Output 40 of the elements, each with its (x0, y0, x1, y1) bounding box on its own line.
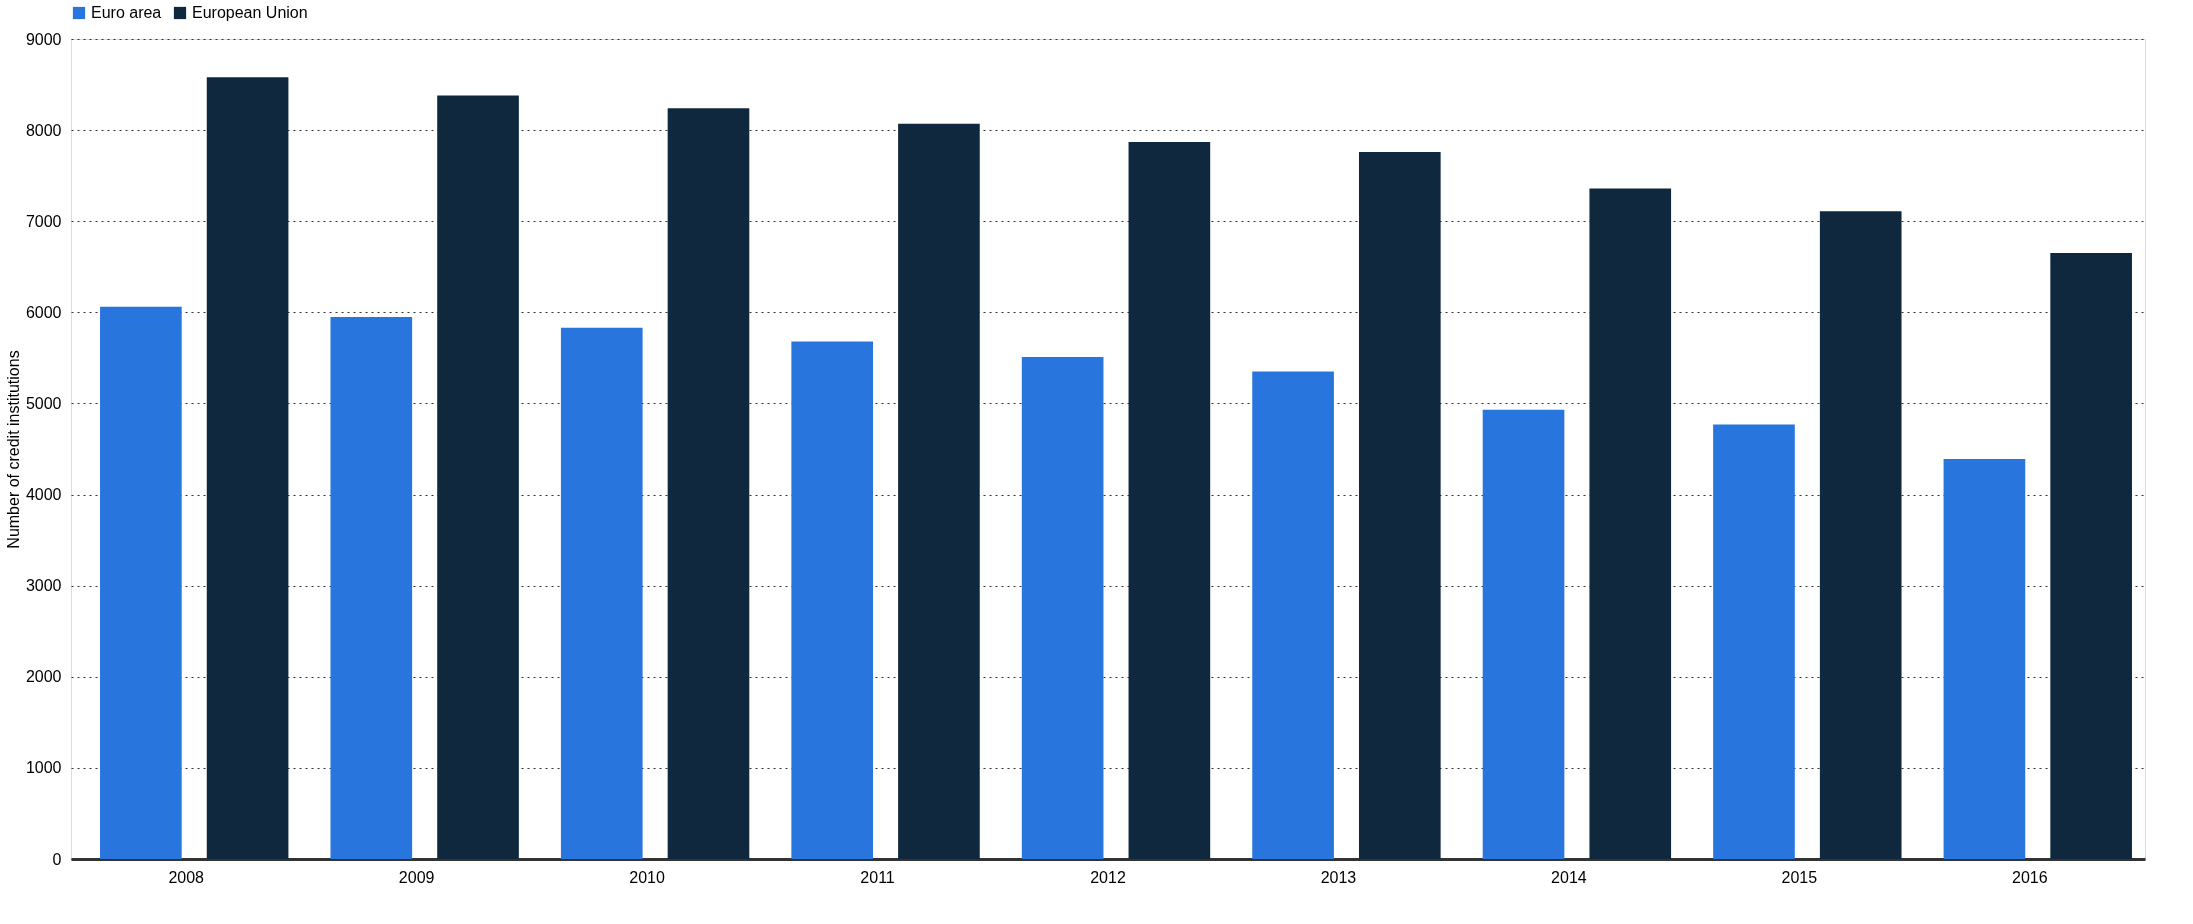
x-tick-label: 2013 (1320, 868, 1357, 886)
bar (206, 77, 289, 859)
y-tick-label: 4000 (25, 486, 62, 504)
y-tick-label: 8000 (25, 121, 62, 139)
y-tick-label: 1000 (25, 759, 62, 777)
bar (1589, 188, 1672, 859)
y-axis-title: Number of credit institutions (4, 350, 22, 549)
bar (1482, 409, 1565, 859)
x-tick-label: 2008 (168, 868, 205, 886)
bar (2050, 253, 2132, 859)
bar (1128, 141, 1211, 859)
bar (330, 316, 413, 859)
y-tick-label: 5000 (25, 394, 62, 412)
y-tick-label: 6000 (25, 303, 62, 321)
legend-label: European Union (192, 4, 308, 21)
y-tick-label: 9000 (25, 30, 62, 48)
bar (667, 108, 750, 859)
x-tick-label: 2011 (860, 868, 895, 886)
x-tick-label: 2009 (398, 868, 435, 886)
x-tick-label: 2015 (1781, 868, 1818, 886)
bar (1358, 151, 1441, 859)
bar (560, 327, 643, 859)
bar (898, 123, 980, 859)
bar (437, 95, 519, 859)
x-tick-label: 2016 (2011, 868, 2048, 886)
x-tick-label: 2014 (1551, 868, 1587, 886)
bar (100, 306, 182, 859)
bar (1021, 356, 1104, 859)
bar (1252, 371, 1334, 859)
bar (1943, 459, 2026, 859)
bar (1819, 211, 1902, 859)
y-tick-label: 2000 (25, 668, 62, 686)
x-tick-label: 2012 (1090, 868, 1126, 886)
y-tick-label: 0 (52, 850, 62, 868)
x-tick-label: 2010 (629, 868, 666, 886)
y-tick-label: 3000 (25, 577, 62, 595)
y-tick-label: 7000 (25, 212, 62, 230)
legend-label: Euro area (91, 4, 162, 21)
bar (1713, 424, 1795, 859)
bar (791, 341, 874, 859)
